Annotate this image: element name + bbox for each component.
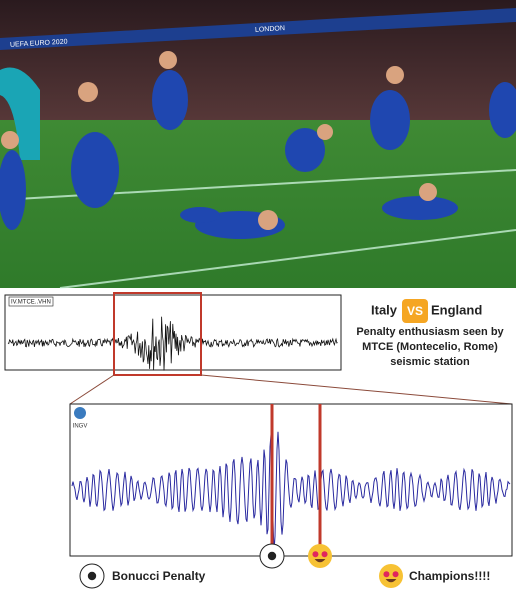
- zoom-connector: [69, 374, 513, 405]
- waveform: [7, 316, 338, 371]
- caption: seismic station: [390, 356, 470, 368]
- vs-badge: [402, 299, 428, 323]
- team: Italy: [371, 302, 398, 317]
- photo: UEFA EURO 2020 LONDON: [0, 0, 516, 289]
- banner-text: LONDON: [255, 25, 285, 34]
- heads: [1, 51, 437, 230]
- emoji-eye: [321, 551, 328, 558]
- emoji-eye: [312, 551, 319, 558]
- station-label: IV.MTCE..VHN: [11, 300, 51, 306]
- event-label: Bonucci Penalty: [112, 569, 206, 583]
- caption: Penalty enthusiasm seen by: [356, 326, 504, 338]
- soccer-ball-patch: [87, 571, 97, 581]
- emoji-eye: [392, 571, 399, 578]
- players: [0, 70, 516, 239]
- emoji-eye: [383, 571, 390, 578]
- vs: VS: [407, 304, 423, 318]
- waveform: [71, 431, 511, 552]
- emoji-mouth: [314, 559, 326, 563]
- zoom-box: [69, 403, 513, 557]
- ingv-logo: [74, 407, 86, 419]
- logo-text: INGV: [73, 424, 88, 430]
- emoji-mouth: [385, 579, 397, 583]
- emoji-face: [308, 544, 332, 568]
- arch: [0, 67, 40, 160]
- station-box: [8, 296, 54, 307]
- banner-text: UEFA EURO 2020: [10, 39, 68, 49]
- soccer-ball-patch: [267, 551, 277, 561]
- highlight-box: [113, 292, 202, 376]
- emoji-face: [379, 564, 403, 588]
- banner-strip: [0, 8, 516, 50]
- team: England: [431, 302, 482, 317]
- event-label: Champions!!!!: [409, 569, 490, 583]
- caption: MTCE (Montecelio, Rome): [362, 341, 498, 353]
